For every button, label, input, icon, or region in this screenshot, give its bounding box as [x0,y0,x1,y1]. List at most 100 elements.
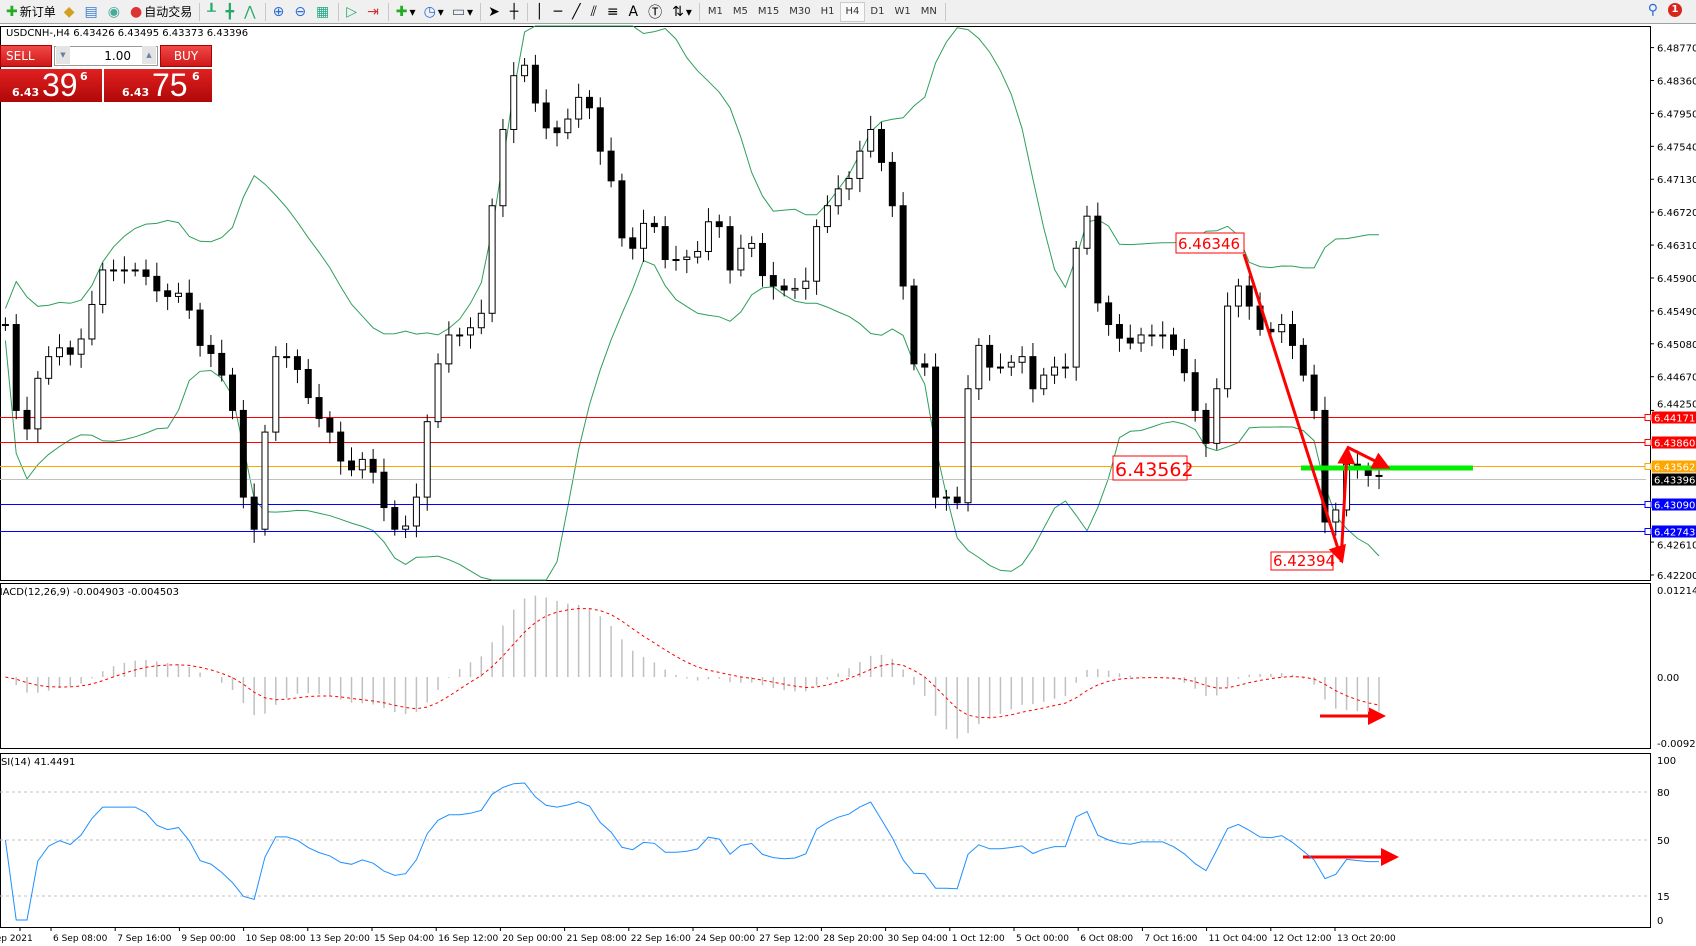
price-tick-label: 6.44670 [1657,373,1696,384]
buy-price-pips: 75 [152,67,188,103]
trendline-icon: ╱ [572,3,581,20]
bar-chart-button[interactable]: ┸ [203,2,221,22]
buy-price[interactable]: 6.43 75 6 [104,67,212,103]
lot-increase-button[interactable]: ▲ [142,46,156,64]
chart-shift-button[interactable]: ⇥ [363,2,385,22]
channel-button[interactable]: ⫽ [587,2,603,22]
divider [199,2,201,21]
sell-price-prefix: 6.43 [12,86,40,99]
bullish-candle [845,177,853,190]
bullish-candle [942,496,950,499]
time-axis-label: 27 Sep 12:00 [759,934,819,944]
time-axis-label: 22 Sep 16:00 [631,934,691,944]
time-axis-label: 5 Oct 00:00 [1016,934,1069,944]
bearish-candle [391,507,399,530]
text-label-button[interactable]: Ⓣ [644,2,668,22]
timeframe-m1[interactable]: M1 [707,6,723,17]
signal-button[interactable]: ◉ [104,2,126,22]
timeframe-w1[interactable]: W1 [894,6,911,17]
red-arrow [1346,445,1391,469]
trendline-button[interactable]: ╱ [568,2,586,22]
data-window-button[interactable]: ▤ [81,2,104,22]
bearish-candle [1299,344,1307,376]
buy-button[interactable]: BUY [160,45,212,67]
zoom-out-button[interactable]: ⊖ [290,2,312,22]
candle-chart-button[interactable]: ╋ [222,2,240,22]
bullish-candle [120,269,128,272]
bearish-candle [1094,215,1102,304]
time-axis-label: 13 Sep 20:00 [310,934,370,944]
new-order-icon: ✚ [6,3,18,20]
chevron-down-icon: ▾ [467,4,474,19]
bearish-candle [153,275,161,292]
timeframe-m15[interactable]: M15 [757,6,780,17]
timeframe-h1[interactable]: H1 [820,6,835,17]
bullish-candle [1224,305,1232,390]
timeframe-list: M1 M5 M15 M30 H1 H4 D1 W1 MN [703,1,942,22]
bullish-candle [358,458,366,471]
templates-button[interactable]: ▭ ▾ [448,2,477,22]
bearish-candle [185,292,193,311]
bearish-candle [326,417,334,433]
new-order-button[interactable]: ✚ 新订单 [2,2,60,22]
timeframe-h4[interactable]: H4 [839,1,866,22]
auto-trading-button[interactable]: ● 自动交易 [126,2,196,22]
timeframe-mn[interactable]: MN [920,6,937,17]
arrows-button[interactable]: ⇅ ▾ [668,2,696,22]
horizontal-line-button[interactable]: ─ [550,2,568,22]
bollinger-upper-band [4,25,1379,336]
market-watch-button[interactable]: ◆ [60,2,81,22]
sell-price[interactable]: 6.43 39 6 [0,67,102,103]
price-tick-label: 6.46310 [1657,241,1696,252]
bullish-candle [823,205,831,228]
bearish-candle [1245,285,1253,307]
timeframe-d1[interactable]: D1 [870,6,885,17]
line-chart-button[interactable]: ⋀ [240,2,261,22]
bearish-candle [304,368,312,399]
bullish-candle [683,256,691,261]
bullish-candle [834,188,842,207]
price-annotation-label: 6.43562 [1115,459,1194,481]
auto-scroll-button[interactable]: ▷ [342,2,363,22]
level-price-tag [1652,436,1696,449]
signal-icon: ◉ [107,3,120,20]
lot-decrease-button[interactable]: ▼ [56,46,70,64]
zoom-in-button[interactable]: ⊕ [269,2,291,22]
periods-button[interactable]: ◷ ▾ [420,2,448,22]
bullish-candle [412,496,420,527]
search-icon[interactable]: ⚲ [1647,2,1658,18]
bullish-candle [1072,247,1080,368]
bullish-candle [456,334,464,337]
bullish-candle [1159,334,1167,337]
fibonacci-button[interactable]: ≡ [603,2,625,22]
bearish-candle [1191,372,1199,411]
indicators-button[interactable]: ✚ ▾ [392,2,420,22]
timeframe-m30[interactable]: M30 [789,6,811,17]
time-axis-label: 7 Sep 16:00 [117,934,172,944]
bullish-candle [964,388,972,504]
tile-windows-button[interactable]: ▦ [312,2,335,22]
bearish-candle [1310,374,1318,411]
auto-scroll-icon: ▷ [346,3,358,20]
zoom-out-icon: ⊖ [294,3,307,20]
bullish-candle [1,324,9,327]
bearish-candle [207,344,215,354]
red-arrow [1337,446,1356,563]
crosshair-button[interactable]: ┼ [506,2,524,22]
vertical-line-button[interactable]: │ [531,2,549,22]
grid-icon: ▦ [316,3,330,20]
lot-size-input[interactable]: 1.00 [54,46,158,66]
text-button[interactable]: A [625,2,645,22]
level-handle [1644,528,1652,535]
timeframe-m5[interactable]: M5 [732,6,748,17]
bearish-candle [142,269,150,277]
bullish-candle [261,431,269,530]
bearish-candle [629,237,637,249]
notification-badge[interactable]: 1 [1668,3,1682,17]
level-handle [1644,501,1652,508]
buy-price-fraction: 6 [192,70,200,83]
cursor-button[interactable]: ➤ [484,2,506,22]
sell-button[interactable]: SELL [0,45,52,67]
price-tick-label: 6.45900 [1657,274,1696,285]
